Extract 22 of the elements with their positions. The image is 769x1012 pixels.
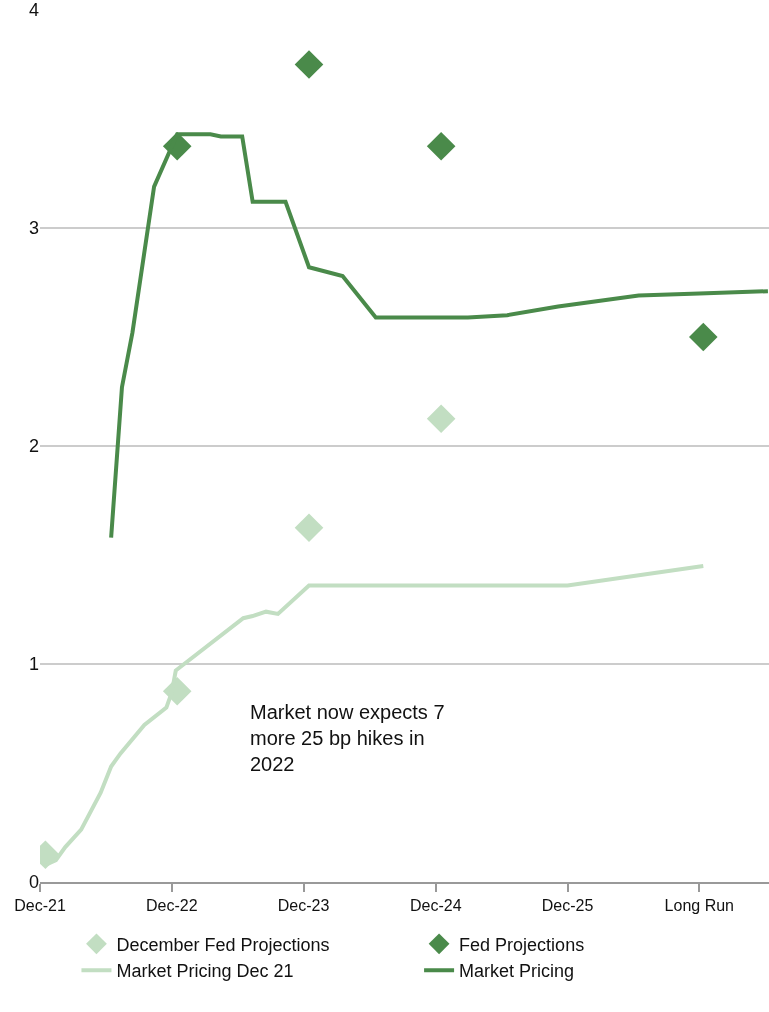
point [426, 131, 456, 161]
y-tick-label: 0 [28, 872, 39, 893]
x-tick-label: Dec-23 [277, 897, 330, 915]
legend-label: Market Pricing [459, 961, 575, 982]
point [294, 50, 324, 79]
line-series [109, 132, 769, 540]
y-tick-label: 4 [28, 0, 39, 21]
x-tick-label: Dec-25 [541, 897, 594, 915]
x-tick-label: Dec-21 [14, 897, 66, 915]
legend-label: Fed Projections [459, 934, 585, 955]
legend-label: December Fed Projections [116, 934, 330, 955]
y-tick-label: 3 [28, 218, 39, 239]
legend-label: Market Pricing Dec 21 [116, 961, 294, 982]
point [688, 322, 718, 352]
point [426, 404, 456, 434]
x-tick-label: Long Run [664, 897, 735, 915]
x-tick-label: Dec-24 [409, 897, 462, 915]
annotation: Market now expects 7 more 25 bp hikes in 2022 [250, 701, 445, 775]
point [294, 513, 324, 543]
x-tick-label: Dec-22 [146, 897, 198, 915]
y-tick-label: 1 [28, 654, 39, 675]
y-tick-label: 2 [28, 436, 39, 457]
